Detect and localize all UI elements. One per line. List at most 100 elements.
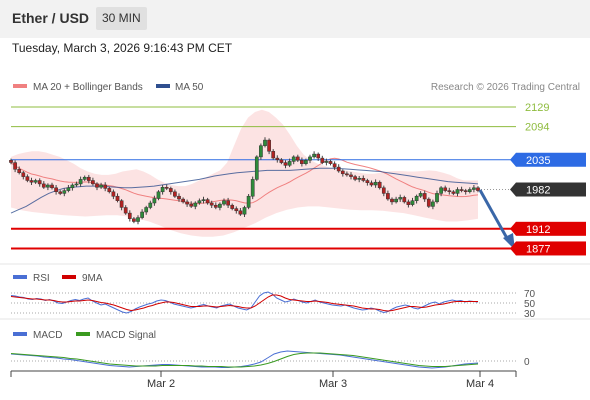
level-label-bg-support-2 [516, 241, 586, 256]
macd-signal-legend-label: MACD Signal [96, 330, 156, 341]
candle-body [205, 199, 210, 204]
macd-line [10, 350, 479, 369]
candle-body [361, 178, 366, 181]
macd-legend-swatch [13, 332, 27, 336]
level-label-bg-pivot [516, 152, 586, 167]
rsi-ma-legend-label: 9MA [82, 273, 103, 284]
projection-arrow-line [478, 189, 510, 241]
candle-body [119, 200, 124, 208]
candle-body [213, 204, 218, 208]
candle-body [140, 211, 144, 218]
candle-body [95, 183, 99, 188]
candle-body [29, 180, 34, 183]
macd-signal-legend-swatch [76, 332, 90, 336]
candle-body [316, 153, 321, 159]
panel-tick-label: 0 [524, 357, 530, 368]
candle-body [332, 163, 337, 168]
candle-body [406, 201, 411, 205]
time-tick-label: Mar 3 [319, 378, 347, 390]
candle-body [369, 182, 374, 186]
research-credit: Research © 2026 Trading Central [431, 82, 580, 93]
candle-body [82, 176, 87, 180]
candle-body [336, 166, 341, 172]
candle-body [185, 201, 189, 205]
candle-body [50, 184, 54, 189]
instrument-title: Ether / USD [12, 10, 90, 26]
candle-body [103, 184, 108, 189]
candle-body [226, 200, 230, 206]
candle-body [340, 170, 345, 175]
candle-body [451, 191, 456, 194]
candle-body [86, 176, 91, 181]
candle-body [431, 201, 435, 207]
panel-tick-label: 50 [524, 299, 536, 310]
candle-body [238, 210, 243, 215]
candle-body [230, 204, 235, 209]
bollinger-band [11, 109, 478, 237]
level-label-resistance-1: 2094 [525, 122, 549, 134]
candle-body [414, 195, 419, 201]
candle-body [410, 200, 415, 205]
candle-body [25, 176, 30, 181]
candle-body [365, 180, 370, 183]
candle-body [58, 191, 63, 194]
candle-body [390, 198, 394, 203]
level-label-resistance-2: 2129 [525, 102, 549, 114]
level-lines [11, 106, 516, 250]
candle-body [41, 183, 46, 188]
ma50-line [10, 167, 479, 214]
candle-body [300, 160, 304, 164]
candle-body [242, 207, 247, 215]
candle-body [148, 202, 153, 208]
candle-body [287, 161, 292, 166]
candle-body [17, 169, 22, 173]
candle-body [422, 193, 427, 200]
candle-body [189, 203, 194, 207]
candle-body [279, 159, 284, 163]
level-label-bg-current [516, 182, 586, 197]
rsi-ma-legend-swatch [62, 275, 76, 279]
bollinger-band-layer [10, 109, 479, 237]
level-label-support-2: 1877 [526, 243, 550, 255]
level-pointer-support-1 [510, 221, 516, 236]
candle-body [394, 198, 398, 203]
candle-body [291, 156, 296, 162]
time-axis-ticks: Mar 2 Mar 3 Mar 4 [10, 371, 517, 390]
panel-tick-label: 70 [524, 289, 536, 300]
candle-body [160, 187, 165, 193]
candle-body [283, 162, 288, 166]
candle-body [304, 160, 308, 164]
candle-body [152, 198, 157, 204]
candle-body [353, 176, 357, 180]
candle-body [156, 191, 161, 199]
candle-body [123, 207, 128, 214]
level-label-current: 1982 [526, 185, 550, 197]
time-tick-label: Mar 2 [147, 378, 175, 390]
candle-body [467, 189, 472, 192]
candle-body [246, 195, 251, 208]
rsi-ma-line [10, 294, 478, 312]
candle-body [197, 200, 202, 204]
rsi-legend-label: RSI [33, 273, 50, 284]
level-pointer-support-2 [510, 241, 516, 256]
candle-body [209, 202, 214, 206]
projection-arrow-head [503, 233, 515, 250]
bollinger-legend-swatch [13, 84, 27, 88]
candle-body [107, 188, 112, 193]
candle-body [443, 187, 448, 191]
candle-body [271, 151, 276, 159]
candle-body [357, 178, 362, 180]
candle-body [426, 198, 431, 207]
candle-body [439, 187, 443, 194]
candle-body [377, 181, 382, 189]
interval-selector[interactable]: 30 MIN [96, 7, 147, 30]
candle-body [349, 174, 353, 177]
candle-body [447, 190, 452, 192]
candle-body [164, 187, 169, 189]
candle-body [62, 190, 67, 194]
rsi-line [10, 291, 479, 314]
candle-body [476, 187, 480, 191]
candlestick-series [9, 137, 480, 225]
